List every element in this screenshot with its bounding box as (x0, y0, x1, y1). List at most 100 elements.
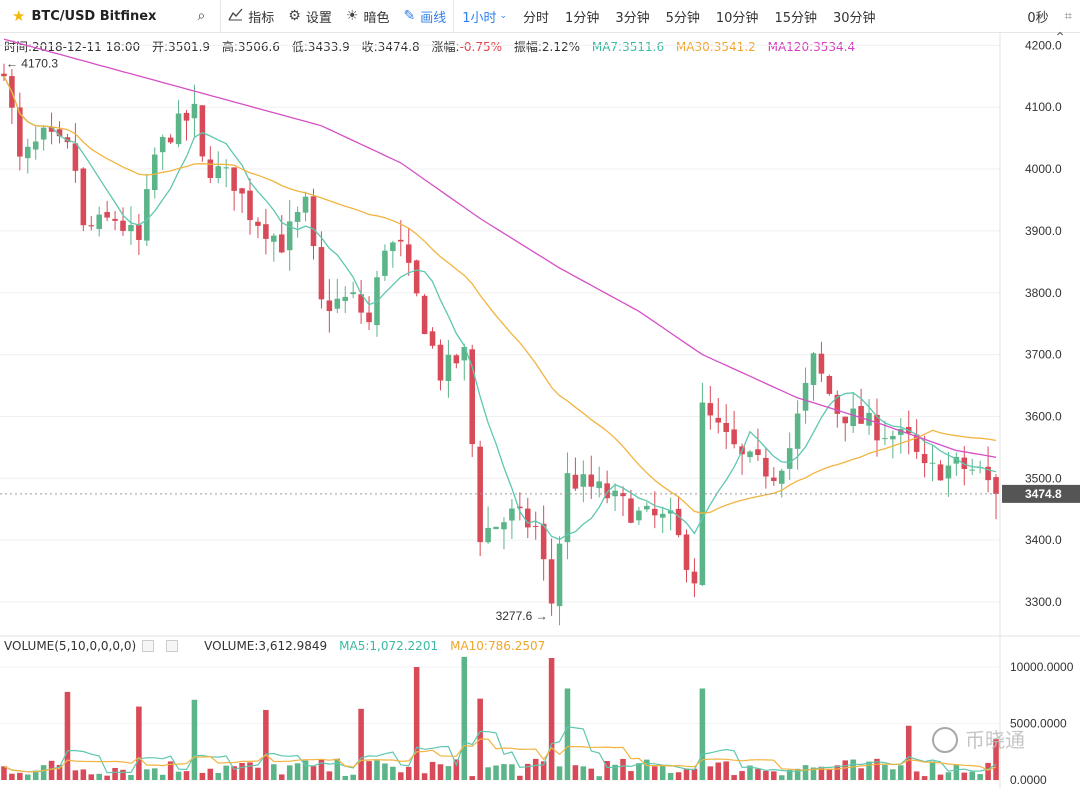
candle-body (604, 483, 610, 499)
indicator-settings-icon[interactable] (142, 640, 155, 652)
candle-body (794, 413, 801, 449)
candle-body (517, 506, 523, 509)
interval-option[interactable]: 1分钟 (565, 10, 600, 26)
theme-label: 暗色 (363, 10, 390, 26)
candle-body (271, 235, 277, 242)
volume-bar (501, 764, 507, 780)
volume-bar (659, 765, 666, 780)
volume-bar (64, 691, 71, 780)
candle-body (913, 434, 920, 452)
settings-button[interactable]: ⚙ 设置 (281, 0, 339, 33)
interval-option[interactable]: 5分钟 (665, 10, 700, 26)
volume-tick-label: 0.0000 (1010, 773, 1047, 787)
candle (913, 419, 920, 459)
interval-active[interactable]: 1小时 ⌄ (454, 0, 515, 33)
candle-body (40, 127, 47, 140)
candle-body (334, 298, 341, 309)
candle-body (945, 465, 952, 479)
candle (501, 517, 507, 550)
interval-option[interactable]: 3分钟 (615, 10, 650, 26)
candle (136, 213, 142, 255)
volume-bar (683, 768, 690, 780)
volume-bar (572, 765, 579, 780)
volume-bar (993, 739, 999, 780)
indicator-chart-icon (228, 8, 243, 25)
star-icon[interactable]: ★ (12, 7, 26, 25)
candle-body (215, 166, 222, 179)
candle (167, 134, 174, 145)
volume-tick-label: 5000.0000 (1010, 717, 1067, 731)
volume-bar (564, 688, 571, 780)
candle (104, 200, 110, 222)
candle (469, 344, 475, 458)
interval-option[interactable]: 10分钟 (715, 10, 759, 26)
candle-body (231, 167, 237, 191)
volume-bar (628, 771, 634, 780)
candle-body (826, 375, 833, 394)
candle (151, 147, 158, 199)
interval-option[interactable]: 分时 (523, 10, 550, 26)
interval-option[interactable]: 15分钟 (774, 10, 817, 26)
candle-body (485, 527, 491, 543)
candle (850, 391, 856, 433)
candle (485, 506, 491, 544)
price-tick-label: 3500.0 (1025, 471, 1062, 485)
candle-body (183, 112, 190, 121)
candle (96, 206, 102, 237)
volume-bars (1, 656, 999, 780)
candle-body (763, 457, 769, 477)
volume-bar (493, 765, 499, 780)
candle (604, 470, 610, 504)
candle-body (699, 402, 706, 586)
candle-body (937, 464, 944, 481)
candle-body (548, 559, 555, 604)
price-tick-label: 4000.0 (1025, 162, 1062, 176)
candle-body (644, 505, 650, 510)
candle (342, 286, 349, 314)
volume-bar (271, 764, 277, 780)
max-price-marker: ← 4170.3 (6, 57, 58, 71)
volume-ma5-line (3, 725, 997, 774)
screenshot-icon[interactable]: ⌗ (1064, 9, 1072, 24)
candle-body (461, 346, 468, 361)
candle-body (294, 211, 301, 222)
volume-bar (667, 773, 674, 780)
volume-bar (755, 768, 761, 780)
candle-body (120, 220, 126, 231)
volume-bar (9, 773, 15, 780)
candle-body (540, 523, 547, 560)
candle (390, 240, 396, 268)
candle (88, 216, 95, 231)
indicators-button[interactable]: 指标 (221, 0, 281, 33)
candle-body (151, 154, 158, 191)
draw-button[interactable]: ✎ 画线 (396, 0, 453, 33)
candle (80, 167, 87, 232)
search-button[interactable]: ⌕ (163, 0, 220, 33)
interval-option[interactable]: 30分钟 (832, 10, 876, 26)
candle-body (390, 242, 396, 252)
symbol-selector[interactable]: ★ BTC/USD Bitfinex (0, 0, 163, 33)
change-value: -0.75% (459, 40, 503, 54)
candle-body (72, 143, 79, 171)
candle-body (667, 510, 674, 514)
candle (445, 340, 452, 398)
close-icon[interactable] (166, 640, 179, 652)
candle (866, 398, 872, 435)
volume-bar (112, 768, 118, 780)
volume-bar (239, 762, 245, 780)
candle (683, 529, 690, 583)
candle (826, 374, 833, 396)
candle-body (278, 234, 285, 253)
volume-bar (453, 759, 460, 780)
candlestick-chart[interactable]: 3300.0 3400.0 3500.0 3600.0 3700.0 3800.0 3900… (0, 33, 1080, 788)
candle-body (747, 451, 753, 458)
candle (191, 84, 198, 138)
theme-toggle[interactable]: ☀ 暗色 (339, 0, 397, 33)
candle-body (239, 188, 245, 194)
candle-body (810, 353, 817, 385)
collapse-icon[interactable]: ⌃ (1054, 30, 1066, 46)
volume-bar (747, 765, 753, 780)
candle (707, 385, 714, 430)
candle-body (628, 498, 634, 523)
candle (223, 159, 229, 188)
